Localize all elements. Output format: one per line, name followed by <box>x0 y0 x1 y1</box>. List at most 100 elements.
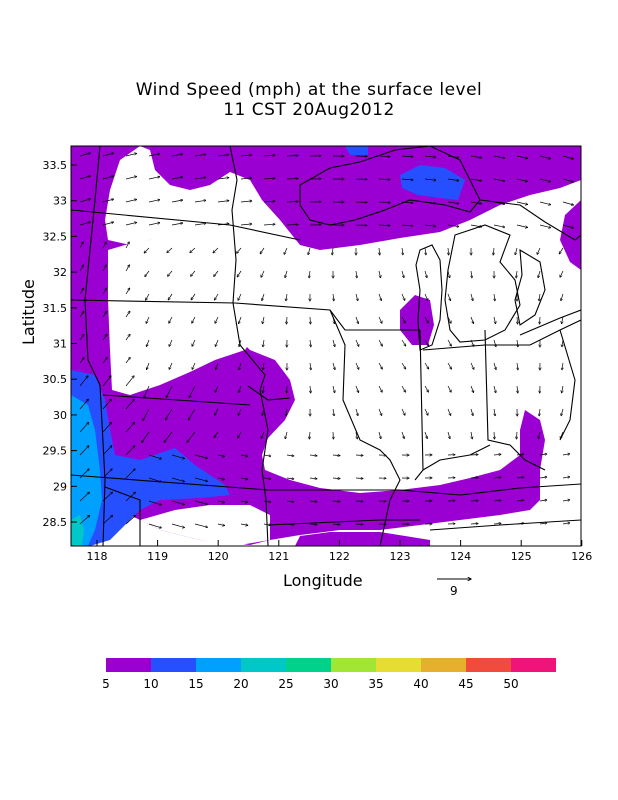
wind-vector <box>401 339 406 346</box>
wind-vector <box>447 178 459 181</box>
wind-vector <box>125 469 135 479</box>
wind-vector <box>79 153 91 157</box>
wind-vector <box>102 199 114 203</box>
wind-band-20-25 <box>71 515 84 546</box>
wind-vector <box>144 385 150 398</box>
wind-vector <box>79 422 89 433</box>
wind-vector <box>309 270 310 278</box>
wind-vector <box>515 247 518 255</box>
wind-vector <box>214 293 219 300</box>
wind-vector <box>448 247 449 255</box>
wind-vector <box>239 385 242 393</box>
lake-erie <box>519 309 581 336</box>
wind-vector <box>102 357 107 364</box>
border-line <box>84 146 106 546</box>
wind-vector <box>125 153 137 157</box>
wind-vector <box>262 293 265 301</box>
wind-vector <box>188 408 196 420</box>
wind-vector <box>286 455 294 456</box>
wind-vector <box>79 222 91 226</box>
wind-vector <box>261 270 265 277</box>
wind-vector <box>148 223 160 226</box>
wind-vector <box>217 201 229 203</box>
wind-vector <box>286 156 298 157</box>
wind-vector <box>171 454 185 459</box>
wind-vector <box>238 293 242 300</box>
wind-vector <box>332 501 340 502</box>
wind-vector <box>470 524 478 525</box>
wind-vector <box>263 362 264 370</box>
wind-vector <box>356 270 357 278</box>
wind-vector <box>194 500 208 504</box>
wind-vector <box>79 199 91 203</box>
wind-vector <box>401 225 413 226</box>
wind-vector <box>171 154 183 157</box>
wind-vector <box>493 362 496 370</box>
wind-vector <box>125 176 137 180</box>
wind-vector <box>424 362 429 369</box>
wind-vector <box>164 431 173 442</box>
wind-vector <box>470 408 473 416</box>
wind-vector <box>191 293 196 300</box>
wind-vector <box>447 293 451 301</box>
wind-vector <box>125 399 134 410</box>
wind-vector <box>447 339 451 346</box>
wind-vector <box>516 500 524 501</box>
wind-vector <box>493 385 496 393</box>
wind-vector <box>447 362 452 369</box>
wind-vector <box>516 155 528 159</box>
wind-vector <box>240 224 252 225</box>
wind-vector <box>355 362 359 369</box>
wind-vector <box>263 201 275 202</box>
y-tick-label: 32 <box>53 266 67 279</box>
wind-vector <box>147 362 150 370</box>
wind-vector <box>169 362 173 369</box>
wind-vector <box>378 362 382 369</box>
border-line <box>102 394 251 406</box>
wind-vector <box>169 316 173 323</box>
wind-vector <box>215 408 219 415</box>
wind-vector <box>191 270 196 276</box>
wind-vector <box>238 408 242 415</box>
wind-vector <box>238 431 242 438</box>
wind-vector <box>145 270 150 277</box>
wind-vector <box>263 501 271 502</box>
wind-vector <box>240 478 248 479</box>
wind-vector <box>310 385 311 393</box>
wind-vector <box>332 339 335 347</box>
wind-vector <box>217 454 225 457</box>
wind-vector <box>516 431 517 439</box>
wind-vector <box>286 225 298 226</box>
wind-vector <box>516 270 517 278</box>
wind-vector <box>286 293 287 301</box>
x-tick-label: 121 <box>268 550 289 563</box>
wind-vector <box>378 156 390 157</box>
wind-vector <box>378 385 382 392</box>
wind-vector <box>79 492 90 502</box>
wind-vector <box>148 523 161 528</box>
wind-vector <box>102 265 107 272</box>
wind-vector <box>539 500 547 501</box>
wind-vector <box>240 155 252 156</box>
wind-vector <box>562 224 574 228</box>
wind-vector <box>146 339 150 347</box>
wind-vector <box>539 408 540 416</box>
lake-michigan <box>415 244 443 351</box>
wind-vector <box>401 179 413 180</box>
wind-vector <box>125 515 136 525</box>
wind-vector <box>214 270 219 277</box>
wind-vector <box>424 408 428 415</box>
wind-vector <box>239 316 242 324</box>
wind-vector <box>401 362 406 369</box>
y-tick-label: 33 <box>53 195 67 208</box>
wind-vector <box>424 339 429 346</box>
wind-vector <box>378 408 382 416</box>
wind-vector <box>470 501 478 502</box>
x-tick-label: 120 <box>208 550 229 563</box>
wind-vector <box>102 422 112 433</box>
x-tick-label: 119 <box>147 550 168 563</box>
wind-vector <box>356 431 357 439</box>
border-line <box>329 309 401 546</box>
wind-vector <box>187 431 196 442</box>
